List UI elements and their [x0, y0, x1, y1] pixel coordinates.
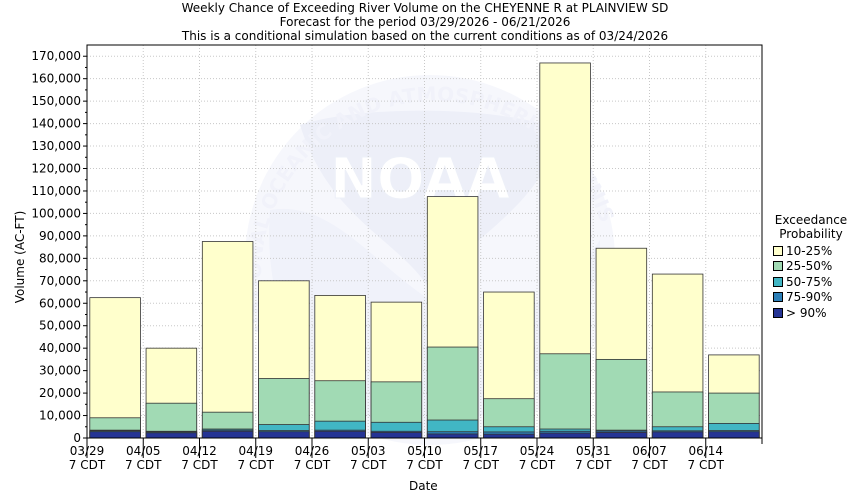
legend-item-75-90: 75-90%	[773, 290, 850, 306]
y-tick-label: 150,000	[31, 94, 81, 108]
legend-label-75-90: 75-90%	[786, 290, 833, 305]
x-tick-label-tz: 7 CDT	[631, 458, 668, 472]
bar-segment-25-50	[539, 353, 591, 439]
y-tick-label: 130,000	[31, 139, 81, 153]
x-tick-label-date: 05/24	[520, 444, 555, 458]
x-tick-label-date: 05/31	[576, 444, 611, 458]
y-tick-label: 50,000	[39, 319, 81, 333]
bar-segment-10-25	[89, 297, 141, 439]
x-tick-label-date: 05/03	[351, 444, 386, 458]
y-tick-label: 60,000	[39, 296, 81, 310]
legend-title-line1: Exceedance	[774, 213, 848, 227]
x-tick-label-tz: 7 CDT	[575, 458, 612, 472]
x-tick-label-date: 04/26	[295, 444, 330, 458]
bar-segment-gt-90	[651, 431, 704, 439]
x-tick-label-tz: 7 CDT	[294, 458, 331, 472]
legend-item-25-50: 25-50%	[773, 259, 850, 275]
legend: Exceedance Probability 10-25% 25-50% 50-…	[770, 213, 850, 321]
bar-segment-gt-90	[258, 431, 310, 439]
legend-label-gt-90: > 90%	[786, 305, 827, 320]
y-tick-label: 30,000	[39, 364, 81, 378]
legend-label-50-75: 50-75%	[786, 274, 833, 289]
bar-segment-gt-90	[708, 431, 760, 439]
y-tick-label: 140,000	[31, 117, 81, 131]
y-tick-label: 170,000	[31, 49, 81, 63]
bars	[89, 62, 760, 439]
y-tick-label: 110,000	[31, 184, 81, 198]
x-tick-label-tz: 7 CDT	[238, 458, 275, 472]
x-tick-label-date: 05/17	[463, 444, 498, 458]
bar-segment-gt-90	[539, 432, 591, 439]
watermark-logo-text: NOAA	[330, 147, 510, 212]
bar-segment-10-25	[201, 241, 254, 439]
bar-segment-25-50	[595, 358, 648, 439]
legend-item-10-25: 10-25%	[773, 243, 850, 259]
grid	[87, 45, 762, 439]
chart-title-line1: Weekly Chance of Exceeding River Volume …	[181, 1, 669, 15]
x-tick-label-date: 04/05	[126, 444, 161, 458]
legend-item-gt-90: > 90%	[773, 305, 850, 321]
y-tick-label: 120,000	[31, 162, 81, 176]
x-tick-label-tz: 7 CDT	[406, 458, 443, 472]
x-tick-label-date: 04/12	[182, 444, 217, 458]
x-tick-label-date: 05/10	[407, 444, 442, 458]
x-tick-label-tz: 7 CDT	[69, 458, 106, 472]
y-tick-label: 160,000	[31, 72, 81, 86]
x-tick-label-tz: 7 CDT	[688, 458, 725, 472]
bar-segment-gt-90	[426, 433, 479, 439]
bar-segment-gt-90	[145, 432, 198, 439]
bar-segment-gt-90	[314, 430, 366, 439]
chart-title-line2: Forecast for the period 03/29/2026 - 06/…	[279, 15, 571, 29]
y-tick-label: 20,000	[39, 386, 81, 400]
y-tick-label: 80,000	[39, 251, 81, 265]
legend-swatch-gt-90	[773, 307, 783, 318]
y-axis-ticks: 0 10,000 20,000 30,000 40,000 50,000 60,000 70,…	[31, 49, 87, 445]
y-tick-label: 90,000	[39, 229, 81, 243]
bar-segment-gt-90	[89, 431, 141, 439]
legend-swatch-75-90	[773, 292, 783, 303]
legend-swatch-50-75	[773, 276, 783, 287]
x-tick-label-tz: 7 CDT	[125, 458, 162, 472]
bar-segment-gt-90	[595, 431, 648, 439]
y-axis-title: Volume (AC-FT)	[13, 210, 27, 304]
bar-segment-gt-90	[483, 433, 535, 439]
x-tick-label-tz: 7 CDT	[181, 458, 218, 472]
y-tick-label: 10,000	[39, 409, 81, 423]
y-tick-label: 70,000	[39, 274, 81, 288]
x-tick-label-tz: 7 CDT	[463, 458, 500, 472]
x-axis-title: Date	[409, 479, 438, 493]
bar-segment-gt-90	[201, 430, 254, 439]
x-tick-label-tz: 7 CDT	[519, 458, 556, 472]
x-tick-label-date: 04/19	[238, 444, 273, 458]
legend-swatch-10-25	[773, 245, 783, 256]
legend-label-25-50: 25-50%	[786, 259, 833, 274]
x-tick-label-date: 06/07	[632, 444, 667, 458]
x-tick-label-date: 03/29	[70, 444, 105, 458]
legend-label-10-25: 10-25%	[786, 243, 833, 258]
y-tick-label: 100,000	[31, 206, 81, 220]
y-tick-label: 40,000	[39, 341, 81, 355]
bar-segment-gt-90	[370, 431, 423, 439]
chart-title-line3: This is a conditional simulation based o…	[181, 29, 669, 43]
legend-swatch-25-50	[773, 261, 783, 272]
legend-title-line2: Probability	[779, 227, 843, 241]
x-tick-label-date: 06/14	[688, 444, 723, 458]
legend-item-50-75: 50-75%	[773, 274, 850, 290]
x-tick-label-tz: 7 CDT	[350, 458, 387, 472]
y-tick-label: 0	[73, 431, 81, 445]
